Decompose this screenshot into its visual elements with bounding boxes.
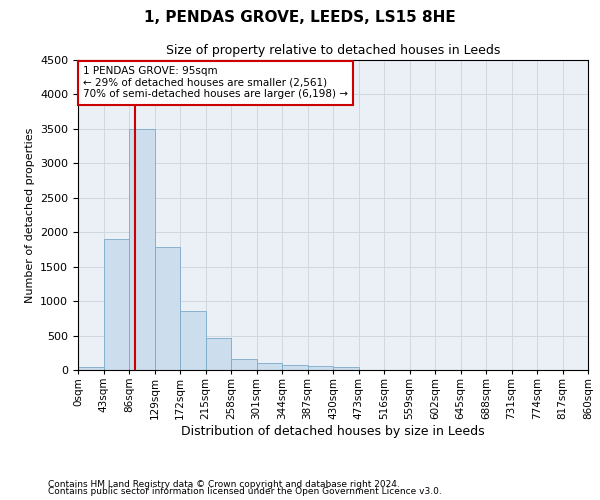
Bar xyxy=(129,129,155,370)
Y-axis label: Number of detached properties: Number of detached properties xyxy=(25,128,35,302)
Title: Size of property relative to detached houses in Leeds: Size of property relative to detached ho… xyxy=(166,44,500,58)
Bar xyxy=(180,312,205,370)
Bar xyxy=(282,365,308,370)
Bar xyxy=(257,363,282,370)
Bar xyxy=(78,367,104,370)
Text: Contains HM Land Registry data © Crown copyright and database right 2024.: Contains HM Land Registry data © Crown c… xyxy=(48,480,400,489)
Bar xyxy=(231,359,257,370)
Bar xyxy=(155,248,180,370)
Bar xyxy=(205,338,231,370)
Text: 1 PENDAS GROVE: 95sqm
← 29% of detached houses are smaller (2,561)
70% of semi-d: 1 PENDAS GROVE: 95sqm ← 29% of detached … xyxy=(83,66,348,100)
Bar xyxy=(104,239,129,370)
Bar xyxy=(308,366,333,370)
X-axis label: Distribution of detached houses by size in Leeds: Distribution of detached houses by size … xyxy=(181,424,485,438)
Text: 1, PENDAS GROVE, LEEDS, LS15 8HE: 1, PENDAS GROVE, LEEDS, LS15 8HE xyxy=(144,10,456,25)
Text: Contains public sector information licensed under the Open Government Licence v3: Contains public sector information licen… xyxy=(48,487,442,496)
Bar xyxy=(333,367,359,370)
